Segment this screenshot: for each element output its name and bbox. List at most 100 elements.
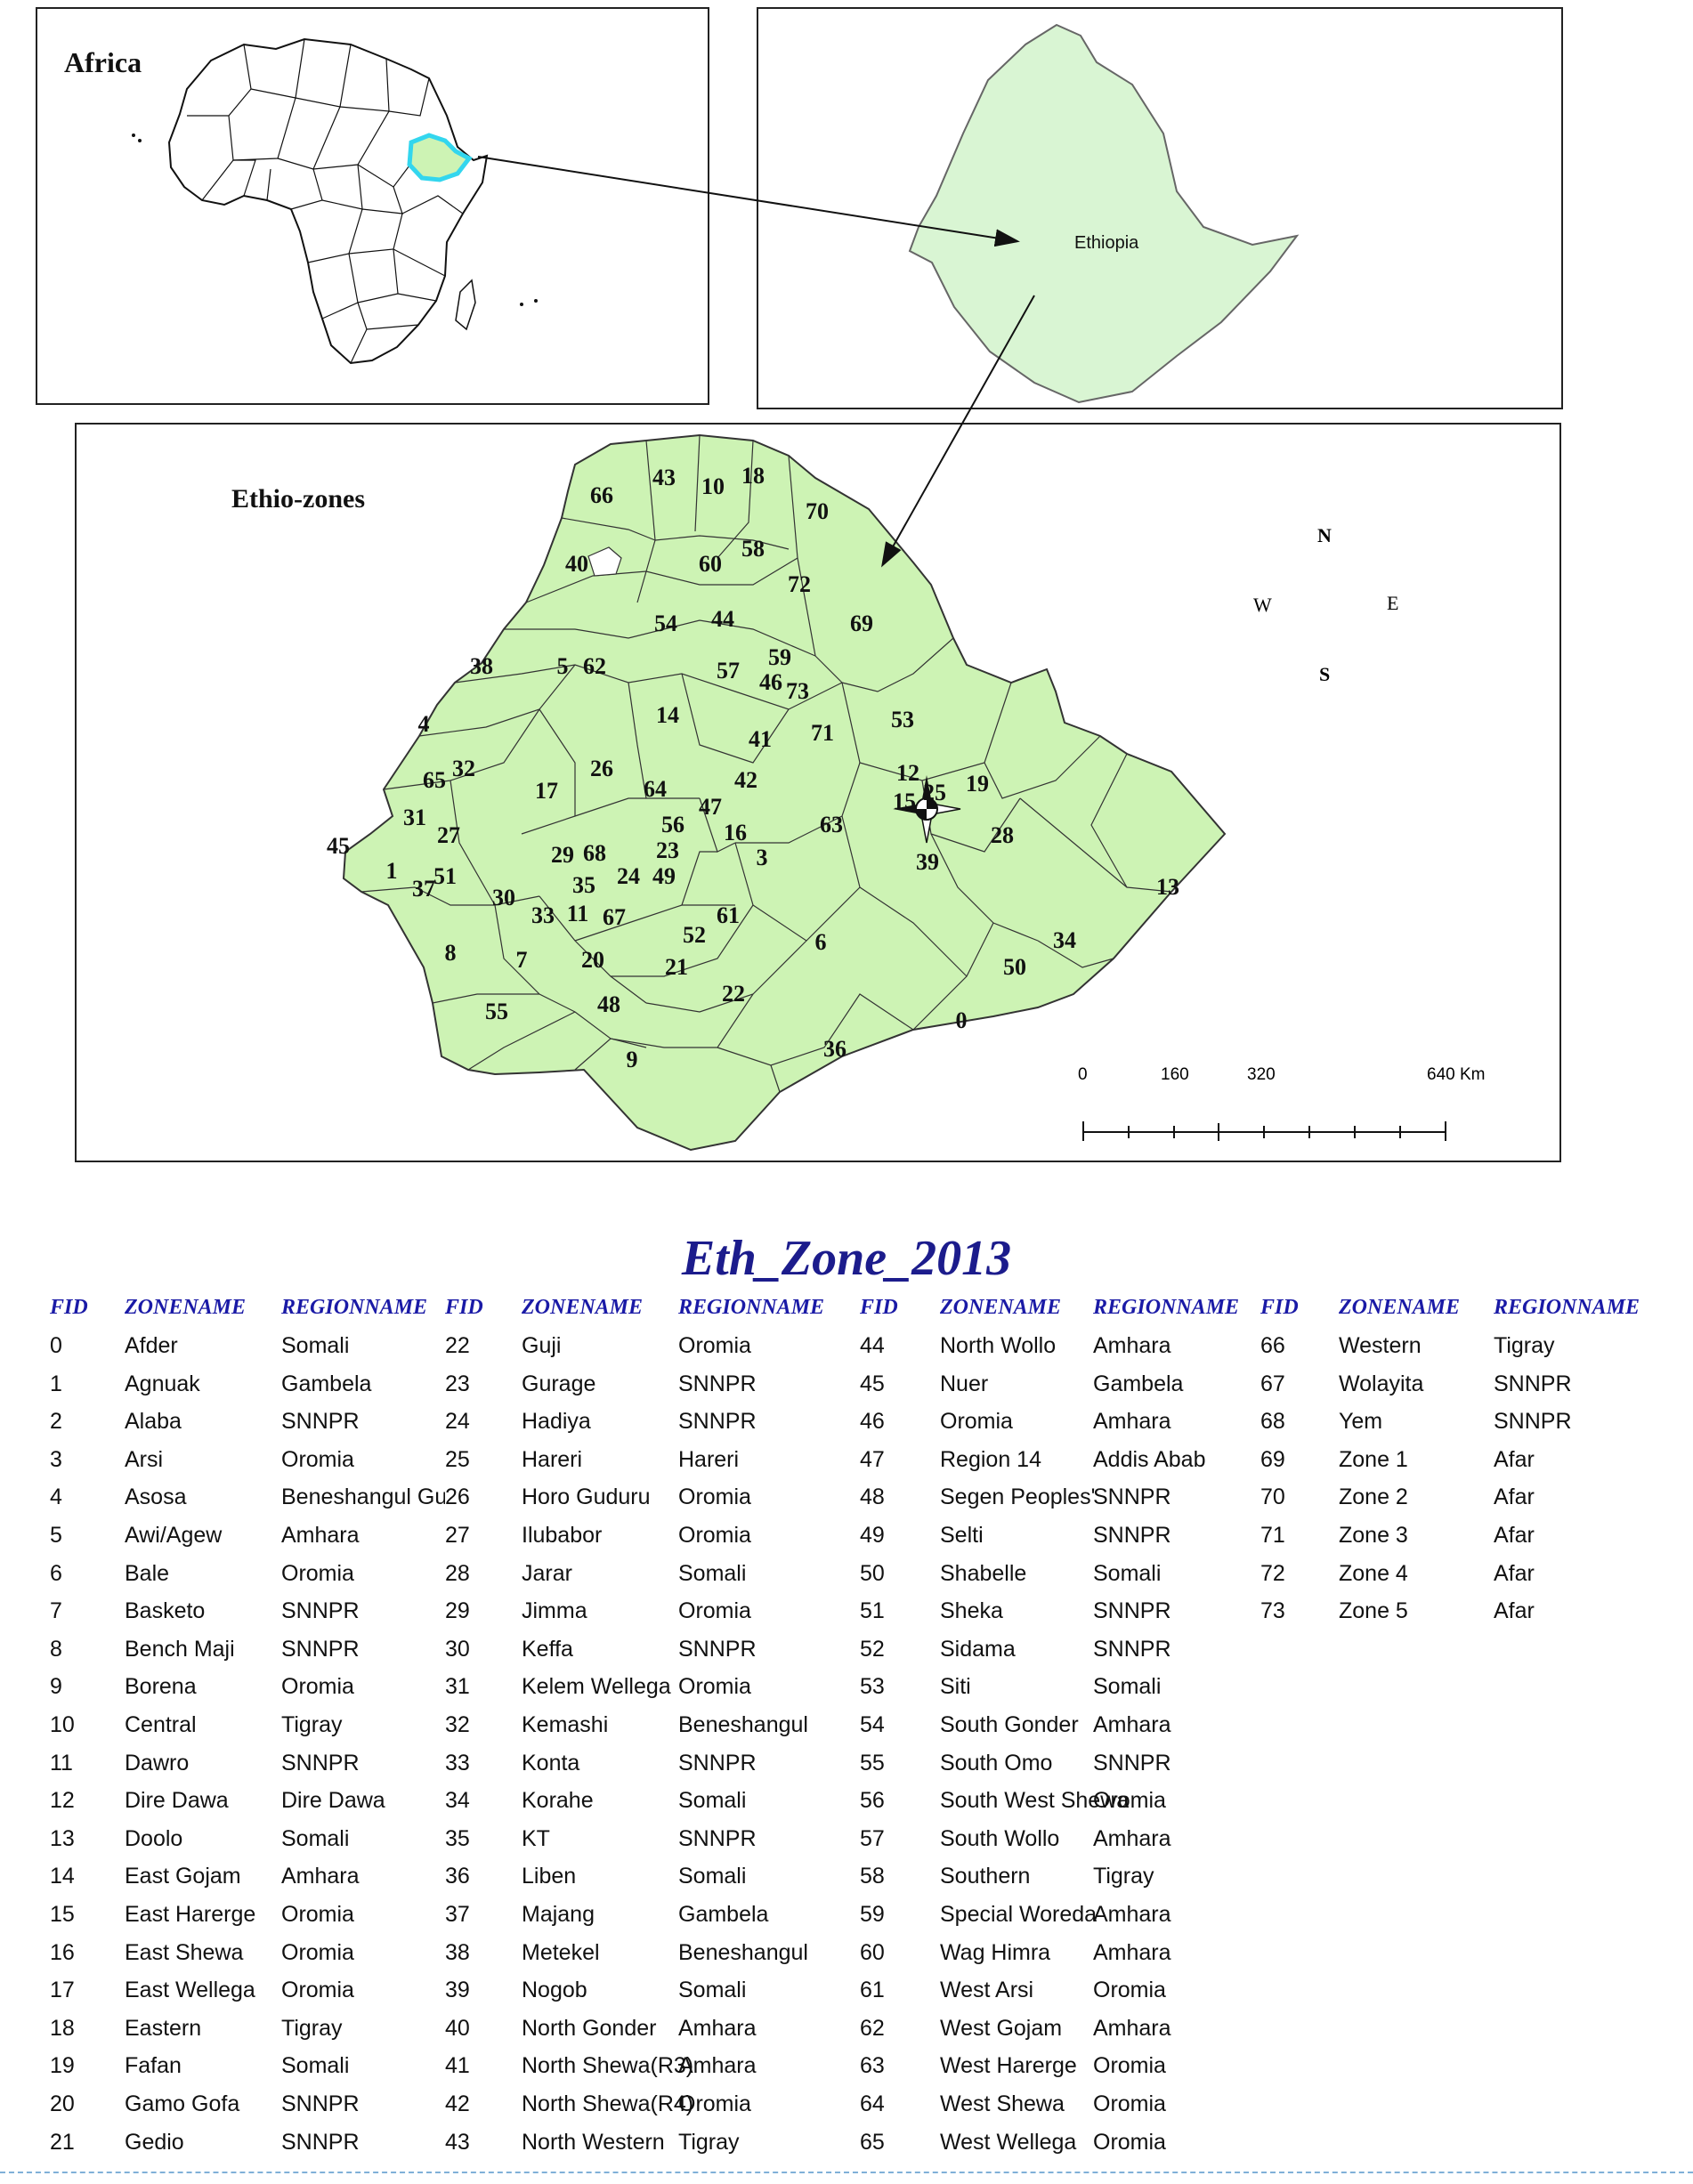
cell-regionname: Oromia: [678, 1333, 751, 1358]
header-regionname: REGIONNAME: [1494, 1296, 1640, 1319]
zone-label: 14: [656, 702, 679, 728]
cell-regionname: Somali: [1093, 1674, 1162, 1700]
cell-regionname: Amhara: [281, 1523, 360, 1548]
cell-zonename: Keffa: [522, 1636, 573, 1662]
cell-zonename: Hadiya: [522, 1409, 591, 1435]
cell-zonename: Shabelle: [940, 1560, 1027, 1586]
cell-zonename: Doolo: [125, 1825, 183, 1851]
cell-zonename: South West Shewa: [940, 1788, 1130, 1814]
zone-label: 73: [786, 678, 809, 704]
cell-zonename: Selti: [940, 1523, 984, 1548]
cell-regionname: Gambela: [281, 1371, 372, 1396]
zone-label: 48: [597, 991, 620, 1017]
cell-zonename: Yem: [1339, 1409, 1383, 1435]
header-regionname: REGIONNAME: [678, 1296, 825, 1319]
cell-zonename: Oromia: [940, 1409, 1013, 1435]
zone-label: 31: [403, 805, 426, 830]
cell-zonename: Sidama: [940, 1636, 1016, 1662]
cell-regionname: Amhara: [1093, 1712, 1171, 1737]
zone-label: 51: [433, 863, 457, 889]
cell-regionname: SNNPR: [281, 2091, 360, 2116]
zone-label: 8: [445, 940, 457, 966]
cell-fid: 59: [860, 1902, 885, 1927]
cell-regionname: Gambela: [678, 1902, 769, 1927]
cell-regionname: Amhara: [678, 2053, 757, 2079]
cell-fid: 69: [1260, 1446, 1285, 1472]
cell-regionname: Amhara: [281, 1864, 360, 1889]
cell-regionname: Beneshangul: [678, 1712, 808, 1737]
zone-label: 67: [603, 904, 626, 930]
cell-fid: 4: [50, 1484, 62, 1510]
zone-label: 27: [437, 822, 460, 848]
cell-regionname: SNNPR: [678, 1409, 757, 1435]
zone-label: 68: [583, 840, 606, 866]
cell-fid: 48: [860, 1484, 885, 1510]
cell-regionname: SNNPR: [281, 1636, 360, 1662]
zone-label: 37: [412, 876, 435, 902]
cell-fid: 64: [860, 2091, 885, 2116]
cell-zonename: Gurage: [522, 1371, 596, 1396]
cell-regionname: Amhara: [1093, 2015, 1171, 2041]
zone-label: 42: [734, 767, 757, 793]
cell-zonename: Konta: [522, 1750, 580, 1776]
cell-regionname: SNNPR: [1494, 1371, 1572, 1396]
zone-label: 57: [717, 658, 740, 684]
cell-regionname: SNNPR: [1093, 1484, 1171, 1510]
cell-fid: 15: [50, 1902, 75, 1927]
cell-zonename: South Gonder: [940, 1712, 1079, 1737]
bottom-dashed-line: [0, 2172, 1693, 2173]
cell-zonename: KT: [522, 1825, 550, 1851]
cell-regionname: Afar: [1494, 1560, 1535, 1586]
cell-zonename: North Shewa(R4): [522, 2091, 694, 2116]
cell-zonename: Afder: [125, 1333, 178, 1358]
cell-regionname: Afar: [1494, 1484, 1535, 1510]
cell-regionname: SNNPR: [281, 1409, 360, 1435]
cell-regionname: Tigray: [678, 2129, 740, 2155]
zone-label: 19: [966, 771, 989, 797]
cell-zonename: West Wellega: [940, 2129, 1077, 2155]
cell-regionname: Oromia: [281, 1978, 354, 2003]
cell-fid: 32: [445, 1712, 470, 1737]
cell-fid: 43: [445, 2129, 470, 2155]
zone-label: 20: [581, 947, 604, 973]
cell-zonename: Special Woreda: [940, 1902, 1098, 1927]
cell-regionname: Oromia: [281, 1560, 354, 1586]
cell-zonename: Jimma: [522, 1598, 587, 1624]
cell-zonename: Southern: [940, 1864, 1031, 1889]
cell-fid: 60: [860, 1939, 885, 1965]
cell-regionname: Amhara: [1093, 1409, 1171, 1435]
header-zonename: ZONENAME: [1339, 1296, 1461, 1319]
header-zonename: ZONENAME: [940, 1296, 1062, 1319]
zone-label: 35: [572, 872, 595, 898]
cell-zonename: Majang: [522, 1902, 595, 1927]
cell-fid: 65: [860, 2129, 885, 2155]
cell-fid: 16: [50, 1939, 75, 1965]
zone-label: 9: [627, 1047, 638, 1072]
zone-label: 0: [956, 1007, 968, 1033]
ethio-zones-panel: 66 43 10 18 70 58 40 60 72 69 54 44 38 5 62 57 59 46 73 14 7…: [75, 423, 1561, 1162]
cell-regionname: SNNPR: [678, 1750, 757, 1776]
zone-label: 3: [757, 845, 768, 870]
cell-fid: 7: [50, 1598, 62, 1624]
cell-fid: 37: [445, 1902, 470, 1927]
cell-zonename: Agnuak: [125, 1371, 200, 1396]
zone-label: 60: [699, 551, 722, 577]
zone-label: 64: [644, 776, 667, 802]
scale-label-160: 160: [1161, 1065, 1189, 1084]
cell-regionname: SNNPR: [1093, 1750, 1171, 1776]
cell-fid: 30: [445, 1636, 470, 1662]
cell-zonename: North Gonder: [522, 2015, 657, 2041]
cell-zonename: Region 14: [940, 1446, 1041, 1472]
zone-label: 10: [701, 473, 725, 499]
zone-label: 1: [386, 858, 398, 884]
zone-label: 33: [531, 902, 555, 928]
cell-zonename: Wag Himra: [940, 1939, 1051, 1965]
cell-zonename: Bale: [125, 1560, 170, 1586]
cell-fid: 50: [860, 1560, 885, 1586]
cell-zonename: West Harerge: [940, 2053, 1077, 2079]
cell-fid: 9: [50, 1674, 62, 1700]
cell-fid: 17: [50, 1978, 75, 2003]
compass-e: E: [1387, 592, 1399, 614]
cell-zonename: Asosa: [125, 1484, 187, 1510]
cell-fid: 19: [50, 2053, 75, 2079]
